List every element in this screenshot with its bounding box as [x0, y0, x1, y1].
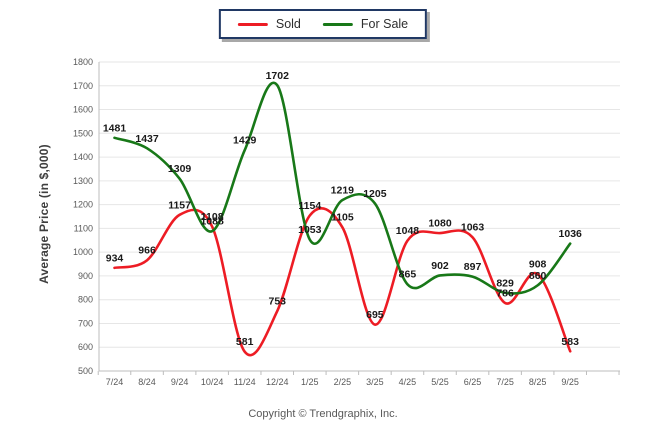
x-tick-label: 9/25	[561, 377, 579, 387]
data-label-sold: 583	[561, 336, 579, 348]
data-label-for-sale: 865	[399, 269, 417, 281]
for-sale-line	[113, 81, 572, 295]
data-label-sold: 966	[138, 245, 156, 257]
x-tick-label: 8/24	[138, 377, 156, 387]
x-tick-label: 5/25	[431, 377, 449, 387]
sold-line-swatch-icon	[237, 22, 268, 26]
data-label-for-sale: 1205	[363, 188, 387, 200]
data-label-for-sale: 860	[529, 270, 547, 282]
x-tick-label: 12/24	[266, 377, 289, 387]
data-label-sold: 1154	[298, 200, 321, 212]
x-tick-label: 10/24	[201, 377, 224, 387]
data-label-for-sale: 1053	[298, 224, 322, 236]
data-label-sold: 1080	[428, 218, 452, 230]
x-tick-label: 7/25	[496, 377, 514, 387]
copyright-text: Copyright © Trendgraphix, Inc.	[248, 408, 398, 420]
data-label-for-sale: 1702	[266, 70, 290, 82]
data-label-sold: 1105	[331, 212, 354, 224]
data-label-for-sale: 897	[464, 261, 482, 273]
data-label-sold: 908	[529, 259, 547, 271]
data-label-for-sale: 1036	[559, 228, 583, 240]
data-label-for-sale: 1437	[135, 133, 159, 145]
legend-item-for-sale: For Sale	[322, 17, 409, 31]
data-label-for-sale: 1481	[103, 122, 127, 134]
x-tick-label: 9/24	[171, 377, 189, 387]
x-tick-label: 2/25	[334, 377, 352, 387]
y-tick-label: 800	[78, 295, 93, 305]
for-sale-line-swatch-icon	[322, 22, 353, 26]
y-tick-label: 1700	[73, 81, 93, 91]
y-tick-label: 900	[78, 271, 93, 281]
data-label-sold: 753	[268, 295, 286, 307]
data-label-for-sale: 1309	[168, 163, 192, 175]
x-tick-label: 4/25	[399, 377, 417, 387]
data-label-sold: 1157	[168, 199, 191, 211]
y-tick-label: 1500	[73, 128, 93, 138]
x-tick-label: 11/24	[234, 377, 256, 387]
data-label-for-sale: 902	[431, 260, 449, 272]
x-tick-label: 1/25	[301, 377, 319, 387]
chart-legend: Sold For Sale	[218, 9, 428, 39]
data-label-sold: 1063	[461, 222, 485, 234]
data-label-sold: 695	[366, 309, 384, 321]
y-tick-label: 500	[78, 366, 93, 376]
data-label-sold: 1108	[201, 211, 224, 223]
y-tick-label: 1600	[73, 105, 93, 115]
x-tick-label: 3/25	[366, 377, 384, 387]
y-tick-label: 1000	[73, 247, 93, 257]
x-tick-label: 6/25	[464, 377, 482, 387]
data-label-for-sale: 1429	[233, 135, 257, 147]
data-label-for-sale: 829	[496, 277, 514, 289]
data-label-sold: 786	[496, 288, 514, 300]
y-tick-label: 600	[78, 342, 93, 352]
y-tick-label: 1300	[73, 176, 93, 186]
data-label-for-sale: 1219	[331, 185, 355, 197]
legend-item-sold: Sold	[237, 17, 301, 31]
legend-label-sold: Sold	[275, 17, 301, 31]
y-tick-label: 1800	[73, 57, 93, 67]
data-label-sold: 934	[106, 252, 124, 264]
y-tick-label: 700	[78, 318, 93, 328]
x-tick-label: 7/24	[106, 377, 124, 387]
y-tick-label: 1400	[73, 152, 93, 162]
y-axis-title: Average Price (in $,000)	[37, 144, 51, 284]
data-label-for-sale: 1088	[200, 216, 224, 228]
y-tick-label: 1200	[73, 200, 93, 210]
y-tick-label: 1100	[74, 223, 93, 233]
data-label-sold: 581	[236, 336, 254, 348]
x-tick-label: 8/25	[529, 377, 547, 387]
data-label-sold: 1048	[396, 225, 420, 237]
legend-label-for-sale: For Sale	[360, 17, 409, 31]
